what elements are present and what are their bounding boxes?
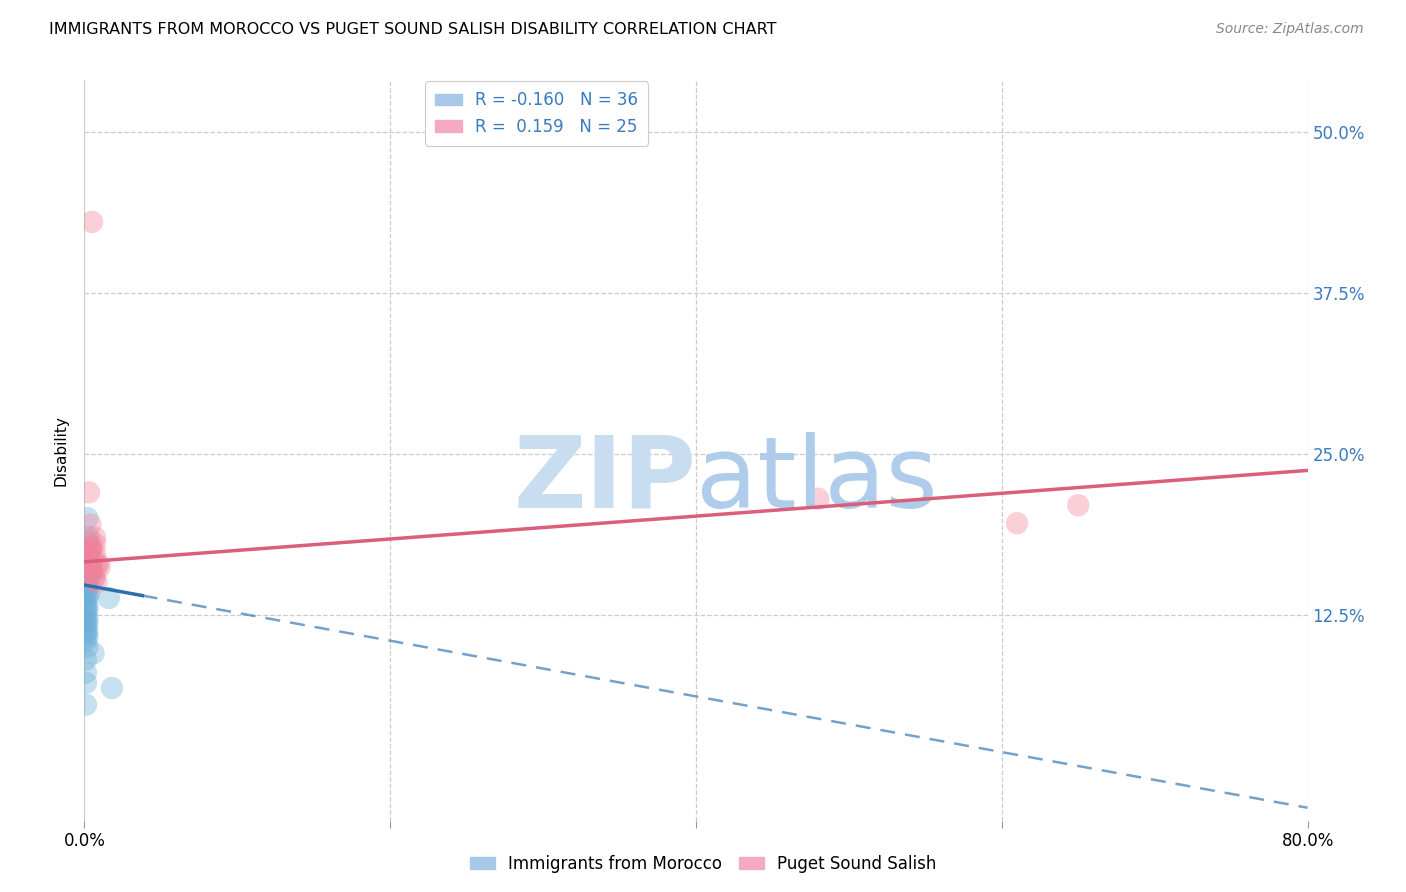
Point <box>77 549 100 564</box>
Point <box>83 573 105 587</box>
Point <box>75 653 97 667</box>
Point <box>76 563 98 577</box>
Point <box>77 578 100 592</box>
Point <box>77 565 100 579</box>
Point <box>89 560 111 574</box>
Point <box>86 575 108 590</box>
Point <box>76 630 98 644</box>
Point <box>101 681 124 695</box>
Point <box>75 698 97 712</box>
Point <box>83 646 105 660</box>
Point <box>87 556 110 570</box>
Point <box>75 595 97 609</box>
Point <box>84 530 107 544</box>
Text: Source: ZipAtlas.com: Source: ZipAtlas.com <box>1216 22 1364 37</box>
Point <box>76 591 98 605</box>
Point <box>75 633 97 648</box>
Point <box>75 676 97 690</box>
Point <box>80 215 103 229</box>
Point <box>77 530 100 544</box>
Point <box>76 640 98 654</box>
Point <box>76 543 98 558</box>
Point <box>75 614 97 628</box>
Point <box>79 517 101 532</box>
Point <box>76 534 98 549</box>
Point <box>84 537 107 551</box>
Y-axis label: Disability: Disability <box>53 415 69 486</box>
Point <box>75 588 97 602</box>
Point <box>807 491 830 506</box>
Legend: Immigrants from Morocco, Puget Sound Salish: Immigrants from Morocco, Puget Sound Sal… <box>463 848 943 880</box>
Point <box>77 549 100 564</box>
Text: IMMIGRANTS FROM MOROCCO VS PUGET SOUND SALISH DISABILITY CORRELATION CHART: IMMIGRANTS FROM MOROCCO VS PUGET SOUND S… <box>49 22 776 37</box>
Point <box>75 620 97 634</box>
Point <box>77 586 100 600</box>
Point <box>75 601 97 615</box>
Point <box>76 575 98 590</box>
Point <box>75 665 97 680</box>
Point <box>75 627 97 641</box>
Point <box>84 547 107 561</box>
Point <box>76 582 98 596</box>
Point <box>77 485 100 500</box>
Point <box>97 591 120 605</box>
Point <box>1067 498 1090 512</box>
Point <box>86 560 108 574</box>
Point <box>79 543 101 558</box>
Legend: R = -0.160   N = 36, R =  0.159   N = 25: R = -0.160 N = 36, R = 0.159 N = 25 <box>426 81 648 145</box>
Point <box>76 616 98 631</box>
Point <box>80 540 103 554</box>
Point <box>76 599 98 613</box>
Point <box>77 543 100 558</box>
Point <box>83 552 105 566</box>
Point <box>84 569 107 583</box>
Point <box>80 563 103 577</box>
Point <box>76 611 98 625</box>
Point <box>75 607 97 622</box>
Text: ZIP: ZIP <box>513 432 696 529</box>
Text: atlas: atlas <box>696 432 938 529</box>
Point <box>79 569 101 583</box>
Point <box>77 556 100 570</box>
Point <box>79 540 101 554</box>
Point <box>1005 516 1028 531</box>
Point <box>76 511 98 525</box>
Point <box>79 556 101 570</box>
Point <box>80 563 103 577</box>
Point <box>76 604 98 618</box>
Point <box>79 565 101 579</box>
Point <box>76 624 98 639</box>
